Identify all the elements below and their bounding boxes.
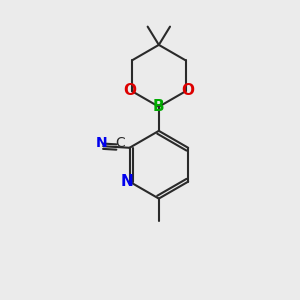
Text: O: O xyxy=(123,83,136,98)
Text: B: B xyxy=(153,99,165,114)
Text: N: N xyxy=(96,136,108,150)
Text: N: N xyxy=(121,174,134,189)
Text: O: O xyxy=(182,83,194,98)
Text: C: C xyxy=(115,136,125,151)
